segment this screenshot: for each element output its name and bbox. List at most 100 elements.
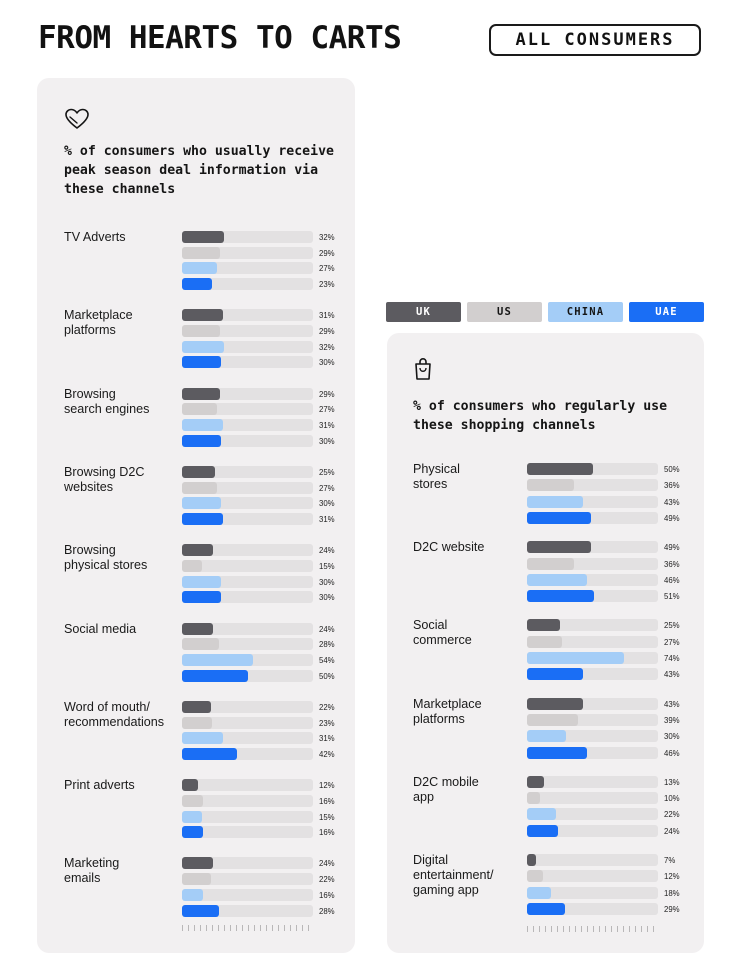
bar-track: [527, 886, 658, 899]
legend-item-uae: UAE: [629, 302, 704, 322]
data-label: 28%: [319, 906, 335, 916]
bar-uae: [527, 902, 565, 915]
data-label: 25%: [664, 621, 680, 631]
bar-track: [182, 591, 313, 604]
bar-uae: [527, 824, 559, 837]
bar-track: [182, 513, 313, 525]
bar-track: [182, 465, 313, 478]
bar-track: [527, 697, 658, 710]
chart-title: % of consumers who usually receive peak …: [64, 144, 334, 197]
bar-china: [182, 262, 218, 275]
bar-track: [182, 340, 313, 353]
chart-legend: UK US CHINA UAE: [386, 302, 704, 322]
bar-us: [182, 873, 211, 886]
bar-track: [182, 278, 313, 291]
data-label: 54%: [319, 655, 335, 665]
bar-track: [182, 497, 313, 510]
data-label: 16%: [319, 828, 335, 838]
page-title: FROM HEARTS TO CARTS: [38, 20, 402, 56]
data-label: 32%: [319, 233, 335, 242]
consumer-filter-button[interactable]: ALL CONSUMERS: [489, 24, 701, 56]
data-label: 12%: [319, 781, 335, 791]
data-label: 13%: [664, 777, 680, 787]
bar-track: [182, 873, 313, 886]
category-label: D2C mobile app: [413, 774, 479, 804]
bar-track: [527, 824, 658, 837]
bar-uk: [182, 387, 220, 400]
axis-ticks: [527, 926, 658, 932]
category-label: Marketing emails: [64, 856, 120, 886]
data-label: 27%: [319, 405, 335, 415]
bar-uae: [182, 513, 223, 525]
bar-track: [527, 854, 658, 866]
bar-uk: [182, 779, 198, 792]
data-label: 7%: [664, 856, 676, 865]
bar-track: [182, 779, 313, 792]
bar-china: [527, 886, 551, 899]
data-label: 46%: [664, 748, 680, 758]
bar-us: [182, 403, 218, 416]
bar-uk: [182, 700, 211, 713]
bar-track: [182, 622, 313, 635]
bar-track: [182, 419, 313, 431]
bar-track: [527, 541, 658, 554]
chart-title: % of consumers who regularly use these s…: [413, 399, 668, 433]
data-label: 24%: [319, 859, 335, 869]
bar-us: [527, 870, 543, 883]
data-label: 50%: [319, 671, 335, 681]
data-label: 39%: [664, 715, 680, 725]
bar-track: [527, 775, 658, 788]
bar-us: [182, 246, 220, 259]
bar-us: [182, 481, 218, 494]
category-label: Social media: [64, 621, 137, 636]
data-label: 30%: [319, 436, 335, 446]
data-label: 51%: [664, 592, 680, 602]
category-label: Browsing physical stores: [64, 543, 148, 573]
category-label: Print adverts: [64, 778, 135, 793]
data-label: 15%: [319, 561, 335, 571]
bar-uk: [182, 309, 223, 322]
bar-track: [182, 387, 313, 400]
data-label: 23%: [319, 718, 335, 728]
category-label: Social commerce: [413, 618, 472, 648]
category-label: D2C website: [413, 540, 485, 555]
bar-us: [182, 794, 203, 807]
bar-uae: [182, 434, 222, 447]
bar-china: [182, 575, 222, 588]
bar-china: [182, 653, 253, 666]
bar-uae: [527, 746, 588, 759]
bar-track: [182, 246, 313, 259]
data-label: 49%: [664, 513, 680, 523]
bar-china: [182, 497, 222, 510]
bar-uk: [182, 465, 215, 478]
bar-track: [182, 434, 313, 447]
data-label: 28%: [319, 640, 335, 650]
bar-track: [527, 792, 658, 805]
bar-track: [527, 746, 658, 759]
bar-track: [182, 575, 313, 588]
bar-track: [182, 826, 313, 839]
bar-track: [182, 544, 313, 557]
data-label: 27%: [319, 264, 335, 274]
bar-uk: [527, 619, 560, 632]
bar-china: [527, 573, 588, 586]
data-label: 12%: [664, 872, 680, 882]
data-label: 30%: [319, 577, 335, 587]
bar-track: [182, 356, 313, 369]
data-label: 30%: [319, 593, 335, 603]
axis-ticks: [182, 925, 313, 931]
bar-china: [182, 732, 223, 745]
data-label: 29%: [319, 327, 335, 336]
bar-china: [182, 888, 203, 901]
data-label: 24%: [664, 826, 680, 836]
bar-uae: [182, 356, 222, 369]
bar-us: [527, 713, 579, 726]
bar-track: [527, 590, 658, 603]
bar-uk: [527, 854, 537, 866]
bar-track: [527, 573, 658, 586]
data-label: 27%: [664, 637, 680, 647]
bar-track: [527, 635, 658, 648]
data-label: 22%: [319, 702, 335, 712]
category-label: Digital entertainment/ gaming app: [413, 853, 494, 897]
bar-china: [182, 419, 223, 431]
